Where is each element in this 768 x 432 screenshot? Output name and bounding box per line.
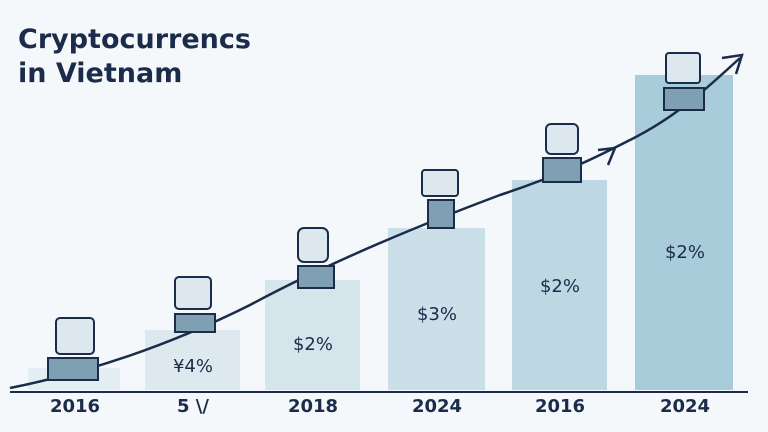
arrow-head <box>597 146 617 166</box>
icons <box>47 52 705 381</box>
icon <box>545 123 579 155</box>
bar-label: ¥4% <box>173 356 213 377</box>
bar <box>512 180 607 390</box>
arrow-head <box>721 53 744 75</box>
icon <box>297 227 329 263</box>
icon <box>421 169 459 197</box>
icon-base <box>542 157 582 183</box>
bars <box>28 75 733 390</box>
trend-arrow <box>9 57 741 390</box>
year-label: 5 \/ <box>177 396 209 417</box>
icon-base <box>297 265 335 289</box>
bar-label: $2% <box>293 334 333 355</box>
icon-base <box>47 357 99 381</box>
title-line: Cryptocurrencs <box>18 24 251 55</box>
bar <box>265 280 360 390</box>
icon <box>55 317 95 355</box>
year-label: 2024 <box>660 396 710 417</box>
icon-base <box>427 199 455 229</box>
bar <box>635 75 733 390</box>
title-line: in Vietnam <box>18 58 182 89</box>
year-label: 2018 <box>288 396 338 417</box>
bar-label: $2% <box>540 276 580 297</box>
icon-base <box>663 87 705 111</box>
year-label: 2016 <box>50 396 100 417</box>
icon <box>174 276 212 310</box>
icon <box>665 52 701 84</box>
bar <box>388 228 485 390</box>
bar <box>145 330 240 390</box>
bar-label: $3% <box>417 304 457 325</box>
icon-base <box>174 313 216 333</box>
year-label: 2024 <box>412 396 462 417</box>
year-label: 2016 <box>535 396 585 417</box>
bar-label: $2% <box>665 242 705 263</box>
